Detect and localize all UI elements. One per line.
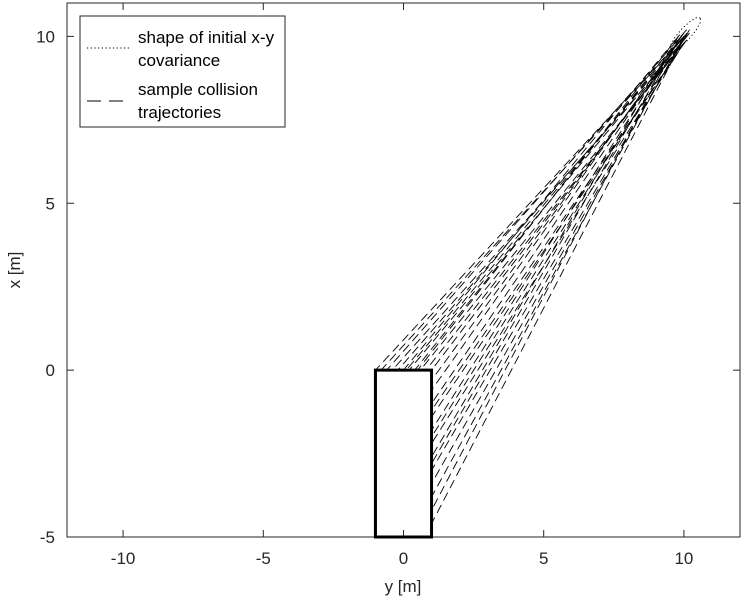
y-tick-label: 10 bbox=[36, 27, 55, 46]
legend-label: shape of initial x-y covariance bbox=[138, 28, 275, 70]
trajectory bbox=[431, 36, 679, 458]
trajectory bbox=[375, 36, 685, 371]
trajectory bbox=[397, 39, 685, 371]
trajectory bbox=[417, 34, 681, 371]
x-axis-label: y [m] bbox=[385, 577, 422, 596]
trajectory bbox=[431, 32, 685, 391]
trajectory bbox=[408, 32, 690, 371]
covariance-ellipse bbox=[669, 17, 701, 51]
x-tick-label: 5 bbox=[539, 549, 548, 568]
trajectory bbox=[431, 46, 676, 404]
y-tick-label: 0 bbox=[46, 361, 55, 380]
x-tick-label: 10 bbox=[674, 549, 693, 568]
trajectory bbox=[403, 39, 676, 371]
trajectory bbox=[380, 42, 679, 371]
trajectory bbox=[425, 49, 679, 371]
y-tick-label: -5 bbox=[40, 528, 55, 547]
trajectory bbox=[431, 34, 686, 438]
vehicle-box bbox=[373, 368, 434, 539]
trajectory bbox=[405, 37, 683, 371]
legend-box bbox=[79, 15, 286, 128]
x-tick-label: -5 bbox=[256, 549, 271, 568]
legend-label: sample collision trajectories bbox=[138, 80, 258, 122]
trajectory bbox=[431, 36, 688, 371]
trajectory bbox=[431, 36, 685, 498]
trajectory bbox=[431, 42, 685, 444]
trajectory bbox=[431, 39, 679, 511]
trajectory bbox=[431, 29, 690, 471]
x-tick-label: 0 bbox=[399, 549, 408, 568]
x-tick-label: -10 bbox=[111, 549, 136, 568]
trajectory bbox=[431, 32, 688, 524]
trajectory bbox=[431, 42, 678, 464]
trajectory bbox=[431, 41, 686, 411]
y-axis-label: x [m] bbox=[5, 252, 24, 289]
y-tick-label: 5 bbox=[46, 194, 55, 213]
